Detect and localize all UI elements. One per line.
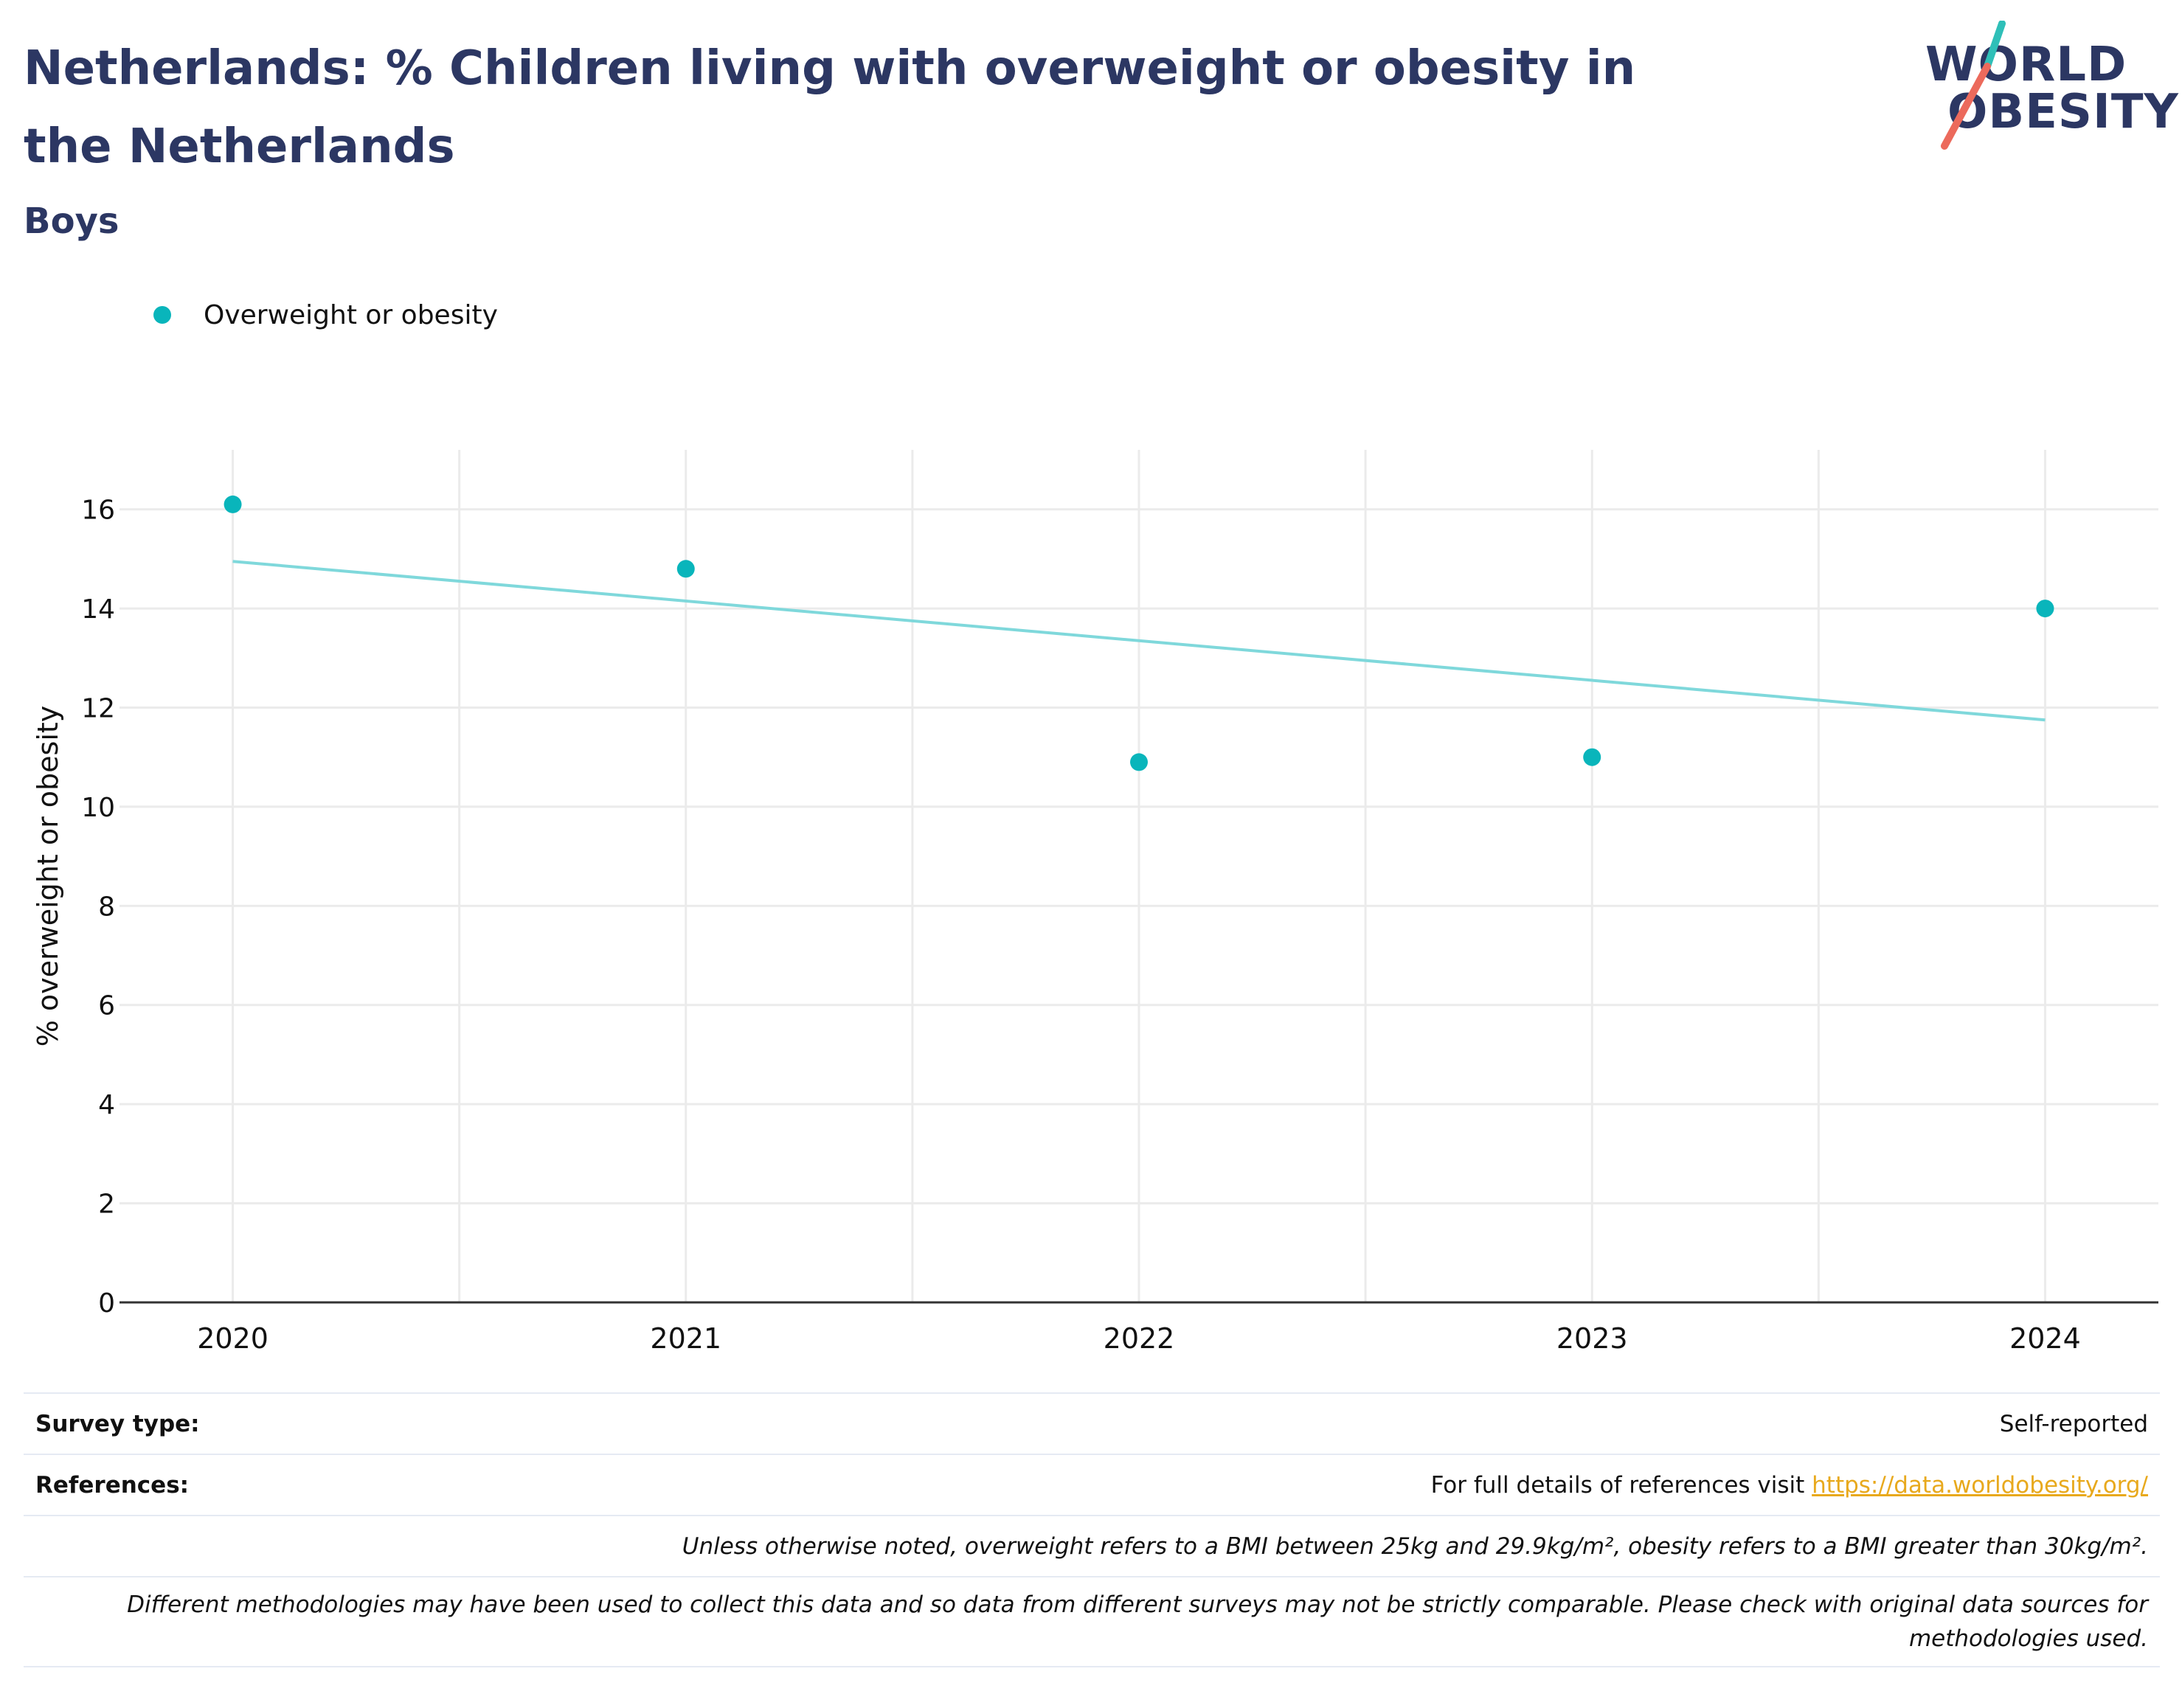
x-tick-label: 2024 xyxy=(2009,1322,2081,1355)
trend-line xyxy=(232,560,2046,722)
data-point xyxy=(1130,753,1148,771)
methodology-note: Different methodologies may have been us… xyxy=(127,1591,2148,1652)
references-text: For full details of references visit htt… xyxy=(1431,1472,2148,1499)
bmi-note: Unless otherwise noted, overweight refer… xyxy=(682,1532,2148,1560)
world-obesity-logo: WORLD OBESITY xyxy=(1925,21,2178,153)
footer-row-survey-type: Survey type: Self-reported xyxy=(24,1392,2160,1454)
logo-text-world: WORLD xyxy=(1925,38,2127,92)
references-link[interactable]: https://data.worldobesity.org/ xyxy=(1812,1471,2148,1499)
y-tick-label: 12 xyxy=(81,693,115,723)
chart-axes: 0 2 4 6 8 10 12 14 16 2020 2021 2022 2023 2024 xyxy=(81,496,2158,1355)
x-tick-label: 2021 xyxy=(650,1322,721,1355)
data-point xyxy=(676,560,695,578)
y-tick-label: 14 xyxy=(81,594,115,625)
x-tick-label: 2022 xyxy=(1104,1322,1175,1355)
references-prefix: For full details of references visit xyxy=(1430,1471,1812,1499)
references-label: References: xyxy=(35,1471,190,1499)
survey-type-label: Survey type: xyxy=(35,1410,200,1437)
points-layer xyxy=(224,495,2054,771)
chart-title: Netherlands: % Children living with over… xyxy=(24,41,1636,174)
y-tick-label: 6 xyxy=(98,991,115,1021)
scatter-chart: 0 2 4 6 8 10 12 14 16 2020 2021 2022 2023 2024 % over… xyxy=(32,450,2158,1355)
y-tick-label: 8 xyxy=(98,892,115,922)
chart-subtitle: Boys xyxy=(24,201,120,242)
y-tick-label: 16 xyxy=(81,496,115,526)
y-tick-label: 0 xyxy=(98,1288,115,1319)
data-point xyxy=(2036,600,2054,618)
x-tick-label: 2020 xyxy=(197,1322,269,1355)
data-point xyxy=(1583,748,1601,766)
y-tick-label: 10 xyxy=(81,793,115,823)
y-tick-label: 2 xyxy=(98,1190,115,1220)
chart-footer: Survey type: Self-reported References: F… xyxy=(24,1392,2160,1667)
y-axis-label: % overweight or obesity xyxy=(32,706,64,1047)
logo-slash-icon xyxy=(1941,21,2006,150)
footer-row-references: References: For full details of referenc… xyxy=(24,1454,2160,1515)
chart-grid xyxy=(120,450,2158,1302)
legend[interactable]: Overweight or obesity xyxy=(153,296,498,333)
footer-row-methodology-note: Different methodologies may have been us… xyxy=(24,1576,2160,1667)
footer-row-bmi-note: Unless otherwise noted, overweight refer… xyxy=(24,1515,2160,1576)
trend-layer xyxy=(232,560,2046,722)
y-tick-label: 4 xyxy=(98,1090,115,1120)
x-tick-label: 2023 xyxy=(1556,1322,1628,1355)
data-point xyxy=(224,495,242,513)
survey-type-value: Self-reported xyxy=(1999,1410,2148,1437)
logo-text-obesity: OBESITY xyxy=(1947,85,2179,139)
legend-marker xyxy=(153,306,171,324)
legend-label: Overweight or obesity xyxy=(204,299,498,330)
